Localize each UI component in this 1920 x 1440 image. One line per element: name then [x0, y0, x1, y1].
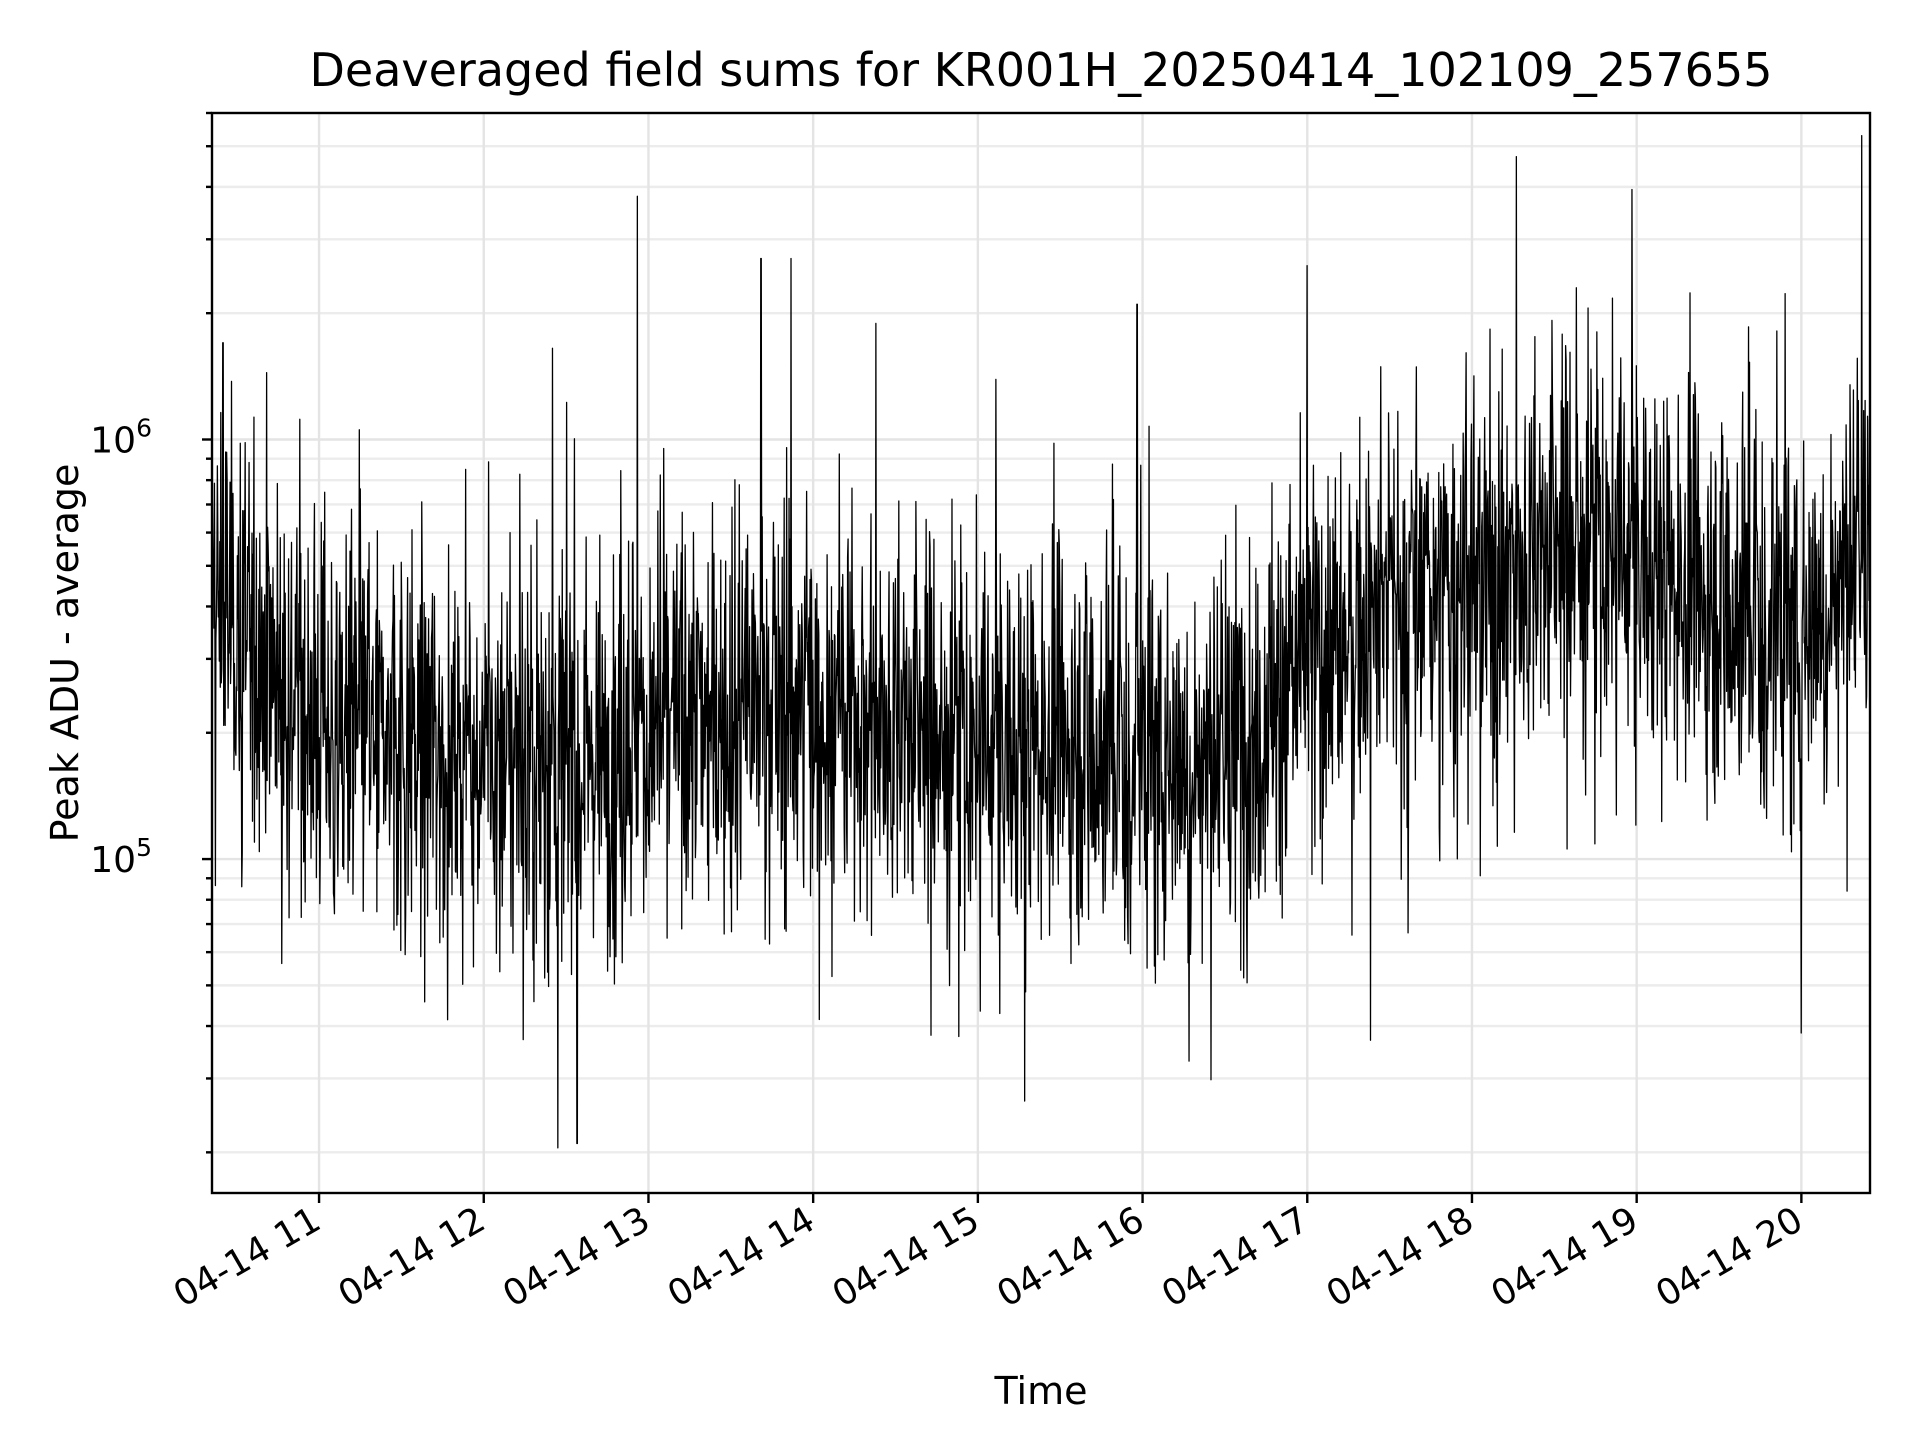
series: [211, 134, 1871, 1149]
x-axis-label: Time: [994, 1369, 1088, 1413]
data-series-line: [211, 134, 1871, 1149]
plot-frame: [210, 111, 1872, 1195]
y-axis-label: Peak ADU - average: [43, 464, 87, 843]
chart-title: Deaveraged field sums for KR001H_2025041…: [310, 43, 1773, 97]
